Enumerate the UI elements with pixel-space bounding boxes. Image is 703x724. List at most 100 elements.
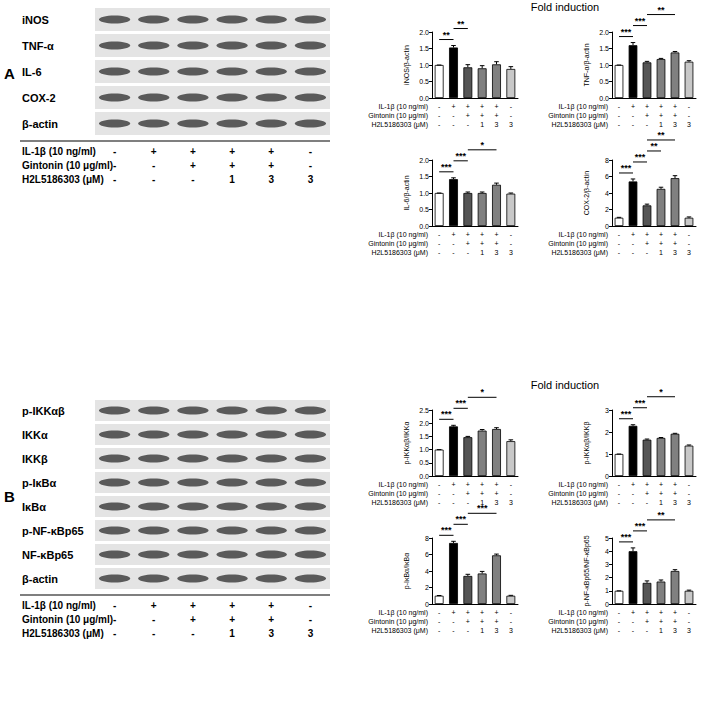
svg-text:0.0: 0.0 [419, 223, 429, 230]
svg-text:-: - [510, 112, 513, 119]
svg-text:4: 4 [605, 190, 609, 197]
svg-text:+: + [480, 490, 484, 497]
svg-text:-: - [438, 231, 441, 238]
svg-text:+: + [645, 112, 649, 119]
svg-text:8: 8 [425, 535, 429, 542]
svg-text:**: ** [443, 30, 451, 40]
svg-text:-: - [452, 121, 455, 128]
svg-text:+: + [190, 600, 196, 611]
svg-text:-: - [510, 490, 513, 497]
svg-text:B: B [4, 488, 15, 505]
svg-text:3: 3 [687, 499, 691, 506]
svg-text:H2L5186303 (μM): H2L5186303 (μM) [371, 121, 428, 129]
svg-text:2.0: 2.0 [599, 29, 609, 36]
svg-text:-: - [618, 618, 621, 625]
svg-text:-: - [618, 499, 621, 506]
svg-text:+: + [466, 609, 470, 616]
svg-text:-: - [632, 249, 635, 256]
svg-text:+: + [480, 103, 484, 110]
svg-text:1.0: 1.0 [419, 446, 429, 453]
svg-text:2: 2 [425, 584, 429, 591]
svg-text:***: *** [455, 151, 466, 161]
svg-text:-: - [646, 627, 649, 634]
svg-text:-: - [467, 249, 470, 256]
svg-text:H2L5186303 (μM): H2L5186303 (μM) [371, 249, 428, 257]
svg-text:+: + [480, 231, 484, 238]
svg-text:3: 3 [509, 121, 513, 128]
svg-text:***: *** [621, 532, 632, 542]
svg-text:-: - [632, 121, 635, 128]
svg-text:-: - [113, 174, 116, 185]
svg-text:+: + [466, 481, 470, 488]
svg-text:-: - [688, 490, 691, 497]
svg-text:p-IKKαβ/IKKβ: p-IKKαβ/IKKβ [583, 422, 591, 465]
svg-text:-: - [113, 146, 116, 157]
svg-text:3: 3 [308, 628, 314, 639]
svg-text:-: - [438, 112, 441, 119]
svg-text:0.5: 0.5 [419, 206, 429, 213]
svg-text:-: - [452, 490, 455, 497]
svg-text:+: + [631, 609, 635, 616]
svg-text:IL-1β (10 ng/ml): IL-1β (10 ng/ml) [22, 600, 96, 611]
svg-text:-: - [618, 112, 621, 119]
svg-text:+: + [659, 490, 663, 497]
svg-text:-: - [646, 249, 649, 256]
svg-text:Gintonin (10 μg/ml): Gintonin (10 μg/ml) [368, 618, 428, 626]
svg-text:H2L5186303 (μM): H2L5186303 (μM) [551, 627, 608, 635]
svg-text:Gintonin (10 μg/ml): Gintonin (10 μg/ml) [368, 112, 428, 120]
svg-text:1.0: 1.0 [419, 190, 429, 197]
svg-text:H2L5186303 (μM): H2L5186303 (μM) [371, 627, 428, 635]
svg-text:3: 3 [687, 627, 691, 634]
svg-text:+: + [673, 618, 677, 625]
svg-text:0: 0 [605, 601, 609, 608]
svg-text:+: + [480, 609, 484, 616]
svg-text:3: 3 [673, 627, 677, 634]
svg-text:+: + [645, 490, 649, 497]
svg-text:4: 4 [425, 568, 429, 575]
svg-text:1: 1 [229, 628, 235, 639]
svg-text:1.5: 1.5 [419, 45, 429, 52]
svg-text:+: + [631, 231, 635, 238]
svg-text:3: 3 [495, 499, 499, 506]
svg-text:0.0: 0.0 [419, 473, 429, 480]
svg-text:H2L5186303 (μM): H2L5186303 (μM) [551, 249, 608, 257]
svg-text:+: + [190, 614, 196, 625]
svg-text:-: - [467, 121, 470, 128]
svg-text:+: + [151, 600, 157, 611]
svg-text:-: - [438, 249, 441, 256]
svg-text:-: - [438, 627, 441, 634]
svg-text:3: 3 [509, 249, 513, 256]
svg-text:-: - [510, 231, 513, 238]
svg-text:***: *** [635, 521, 646, 531]
svg-text:+: + [229, 160, 235, 171]
svg-text:5: 5 [605, 535, 609, 542]
svg-text:+: + [229, 146, 235, 157]
svg-text:Gintonin (10 μg/ml): Gintonin (10 μg/ml) [22, 160, 113, 171]
svg-text:-: - [152, 160, 155, 171]
svg-text:-: - [438, 499, 441, 506]
svg-text:+: + [494, 490, 498, 497]
svg-text:1.0: 1.0 [419, 62, 429, 69]
svg-text:1.5: 1.5 [599, 45, 609, 52]
svg-text:-: - [688, 112, 691, 119]
svg-text:6: 6 [425, 551, 429, 558]
svg-text:1.5: 1.5 [419, 433, 429, 440]
svg-text:3: 3 [268, 628, 274, 639]
svg-text:+: + [268, 614, 274, 625]
svg-text:-: - [467, 627, 470, 634]
svg-text:NF-κBp65: NF-κBp65 [22, 549, 73, 561]
svg-text:+: + [645, 103, 649, 110]
svg-text:3: 3 [495, 249, 499, 256]
svg-text:+: + [466, 103, 470, 110]
svg-text:1: 1 [229, 174, 235, 185]
svg-text:0.0: 0.0 [419, 95, 429, 102]
svg-text:-: - [632, 240, 635, 247]
svg-text:-: - [438, 240, 441, 247]
svg-text:p-NF-κBp65: p-NF-κBp65 [22, 525, 84, 537]
svg-text:-: - [452, 112, 455, 119]
svg-text:1: 1 [480, 121, 484, 128]
svg-text:+: + [151, 146, 157, 157]
svg-text:***: *** [621, 27, 632, 37]
svg-text:-: - [688, 609, 691, 616]
svg-text:+: + [673, 240, 677, 247]
